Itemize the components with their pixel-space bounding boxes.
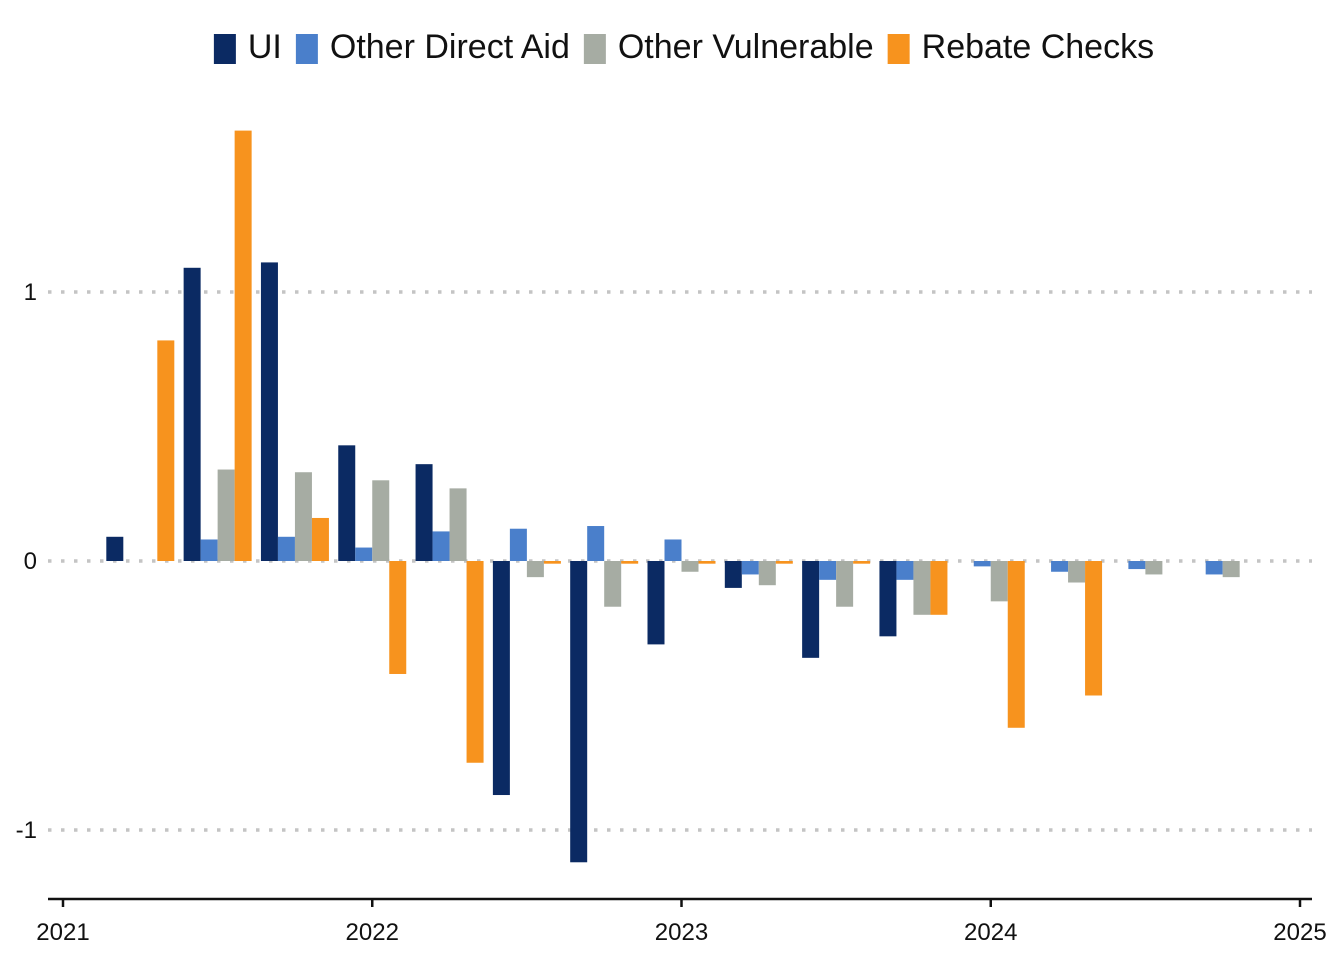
bar-rebate-checks bbox=[466, 561, 484, 763]
bar-other-vulnerable bbox=[1222, 561, 1240, 578]
legend: UI Other Direct Aid Other Vulnerable Rebate… bbox=[213, 28, 1154, 66]
bar-other-direct-aid bbox=[1205, 561, 1223, 575]
bar-other-direct-aid bbox=[277, 536, 295, 561]
bar-other-vulnerable bbox=[913, 561, 931, 615]
bar-rebate-checks bbox=[157, 340, 175, 561]
legend-label: Other Direct Aid bbox=[330, 28, 570, 66]
bar-rebate-checks bbox=[698, 561, 716, 564]
bar-other-vulnerable bbox=[758, 561, 776, 586]
legend-item-other-direct-aid: Other Direct Aid bbox=[295, 28, 570, 66]
bar-other-vulnerable bbox=[294, 472, 312, 561]
bar-rebate-checks bbox=[311, 517, 329, 561]
bar-ui bbox=[106, 536, 124, 561]
legend-swatch bbox=[295, 34, 318, 64]
y-tick-label: -1 bbox=[16, 817, 37, 844]
bar-other-direct-aid bbox=[896, 561, 914, 580]
bar-ui bbox=[492, 561, 510, 796]
bar-ui bbox=[802, 561, 820, 658]
legend-item-ui: UI bbox=[213, 28, 282, 66]
x-tick-label: 2023 bbox=[655, 919, 708, 946]
bar-other-direct-aid bbox=[819, 561, 837, 580]
bar-other-direct-aid bbox=[973, 561, 991, 567]
bar-other-direct-aid bbox=[509, 528, 527, 561]
bar-rebate-checks bbox=[1085, 561, 1103, 696]
bar-other-direct-aid bbox=[741, 561, 759, 575]
bar-ui bbox=[724, 561, 742, 588]
legend-item-other-vulnerable: Other Vulnerable bbox=[583, 28, 874, 66]
x-axis: 2021 2022 2023 2024 2025 bbox=[36, 897, 1327, 946]
x-tick-label: 2025 bbox=[1273, 919, 1326, 946]
bar-other-vulnerable bbox=[449, 488, 467, 561]
legend-swatch bbox=[887, 34, 910, 64]
legend-item-rebate-checks: Rebate Checks bbox=[887, 28, 1154, 66]
y-axis-labels: 1 0 -1 bbox=[16, 279, 37, 844]
bar-other-vulnerable bbox=[1068, 561, 1086, 583]
legend-swatch bbox=[583, 34, 606, 64]
bar-other-vulnerable bbox=[372, 480, 390, 561]
bar-ui bbox=[183, 267, 201, 561]
x-tick-label: 2022 bbox=[346, 919, 399, 946]
bar-ui bbox=[338, 445, 356, 561]
bar-other-direct-aid bbox=[587, 526, 605, 561]
bar-other-direct-aid bbox=[1051, 561, 1069, 572]
bar-other-vulnerable bbox=[836, 561, 854, 607]
bar-rebate-checks bbox=[234, 130, 252, 561]
bar-ui bbox=[647, 561, 665, 645]
bar-other-vulnerable bbox=[526, 561, 544, 578]
bar-other-direct-aid bbox=[1128, 561, 1146, 570]
bar-rebate-checks bbox=[621, 561, 639, 564]
x-tick-label: 2021 bbox=[36, 919, 89, 946]
legend-label: Other Vulnerable bbox=[618, 28, 874, 66]
bar-rebate-checks bbox=[930, 561, 948, 615]
bar-other-vulnerable bbox=[1145, 561, 1163, 575]
bar-ui bbox=[415, 464, 433, 561]
bar-rebate-checks bbox=[543, 561, 561, 564]
bars bbox=[106, 130, 1240, 863]
bar-ui bbox=[879, 561, 897, 637]
bar-rebate-checks bbox=[853, 561, 871, 564]
legend-label: Rebate Checks bbox=[922, 28, 1154, 66]
bar-other-direct-aid bbox=[200, 539, 218, 561]
legend-swatch bbox=[213, 34, 236, 64]
y-tick-label: 0 bbox=[24, 548, 37, 575]
bar-other-vulnerable bbox=[217, 469, 235, 561]
bar-rebate-checks bbox=[389, 561, 407, 674]
bar-ui bbox=[260, 262, 278, 561]
bar-other-direct-aid bbox=[664, 539, 682, 561]
bar-other-direct-aid bbox=[432, 531, 450, 561]
legend-label: UI bbox=[248, 28, 282, 66]
bar-other-vulnerable bbox=[990, 561, 1008, 602]
bar-other-vulnerable bbox=[681, 561, 699, 572]
bar-rebate-checks bbox=[775, 561, 793, 564]
x-tick-label: 2024 bbox=[964, 919, 1017, 946]
y-tick-label: 1 bbox=[24, 279, 37, 306]
bar-other-vulnerable bbox=[604, 561, 622, 607]
bar-ui bbox=[570, 561, 588, 863]
bar-rebate-checks bbox=[1007, 561, 1025, 728]
bar-other-direct-aid bbox=[355, 547, 373, 561]
